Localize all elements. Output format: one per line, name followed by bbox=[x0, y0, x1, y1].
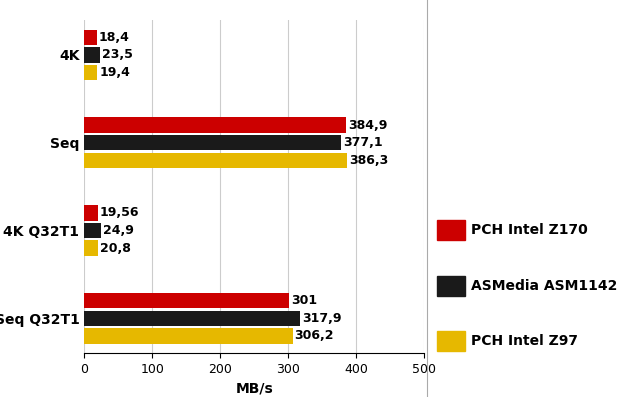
Bar bbox=[84, 310, 301, 326]
Bar bbox=[84, 65, 97, 80]
Bar bbox=[84, 152, 347, 168]
Text: PCH Intel Z170: PCH Intel Z170 bbox=[471, 223, 588, 237]
Bar bbox=[84, 240, 99, 256]
Text: 377,1: 377,1 bbox=[343, 136, 383, 149]
Bar bbox=[84, 135, 341, 150]
Text: 23,5: 23,5 bbox=[102, 48, 133, 62]
Bar bbox=[84, 205, 97, 221]
Text: 301: 301 bbox=[291, 294, 317, 307]
Bar bbox=[84, 30, 97, 45]
Bar bbox=[84, 293, 289, 308]
Text: 384,9: 384,9 bbox=[348, 119, 388, 132]
Bar bbox=[84, 223, 101, 238]
Text: 317,9: 317,9 bbox=[303, 312, 342, 325]
X-axis label: MB/s: MB/s bbox=[235, 382, 273, 395]
Text: 19,56: 19,56 bbox=[100, 206, 139, 220]
Text: 24,9: 24,9 bbox=[103, 224, 134, 237]
Text: 306,2: 306,2 bbox=[295, 329, 334, 342]
Text: 386,3: 386,3 bbox=[349, 154, 388, 167]
Text: 20,8: 20,8 bbox=[100, 241, 131, 254]
Bar bbox=[84, 47, 100, 63]
Text: PCH Intel Z97: PCH Intel Z97 bbox=[471, 334, 578, 349]
Bar bbox=[84, 328, 293, 343]
Text: ASMedia ASM1142: ASMedia ASM1142 bbox=[471, 279, 618, 293]
Text: 19,4: 19,4 bbox=[99, 66, 130, 79]
Bar bbox=[84, 118, 346, 133]
Text: 18,4: 18,4 bbox=[99, 31, 130, 44]
